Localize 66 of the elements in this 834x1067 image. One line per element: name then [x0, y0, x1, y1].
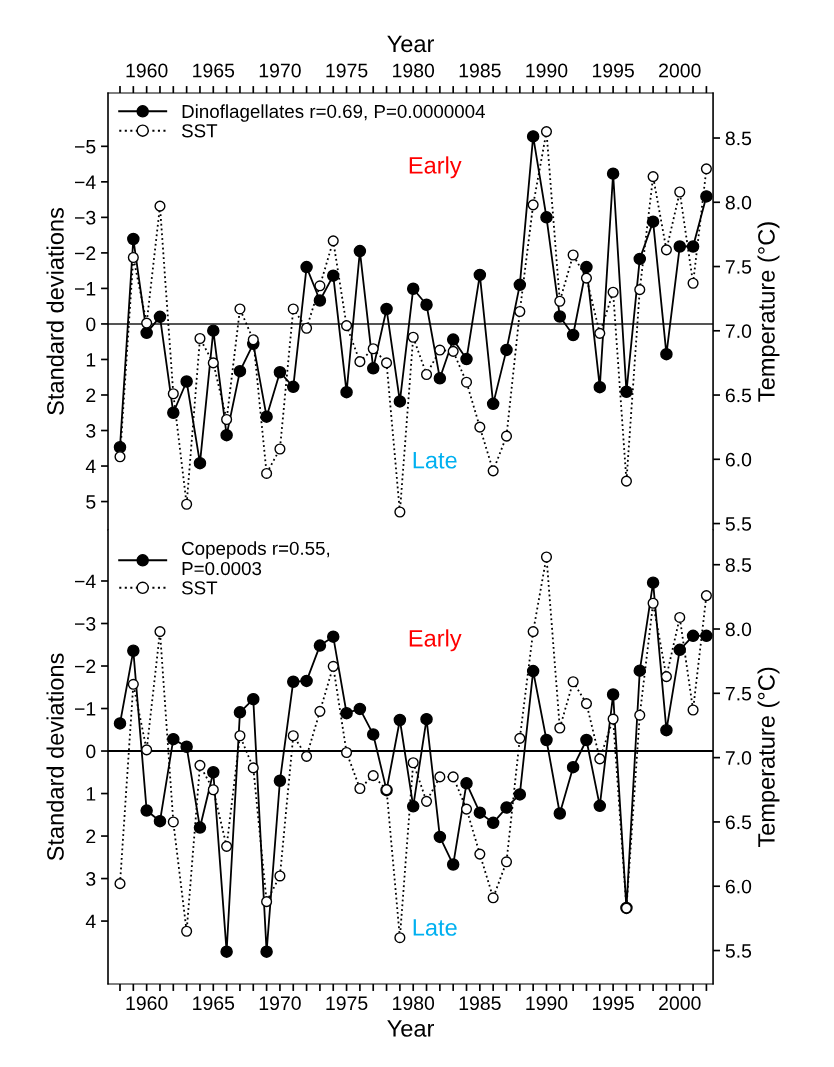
y-tick-label: 4 [85, 914, 96, 929]
x-tick-label: 1990 [526, 63, 568, 78]
annotation: Late [413, 452, 457, 469]
y-tick-label: 0 [86, 317, 96, 332]
y2-tick-label: 7.0 [725, 324, 752, 339]
y-axis-title: Standard deviations [46, 208, 64, 415]
x-tick-label: 2000 [659, 63, 701, 78]
y-tick-label: −4 [74, 175, 96, 189]
y2-axis-title: Temperature (°C) [757, 222, 780, 402]
y2-tick-label: 7.5 [725, 686, 752, 701]
y2-tick-label: 6.0 [725, 879, 752, 894]
y-tick-label: −2 [74, 659, 96, 674]
y2-tick-label: 6.5 [725, 815, 752, 830]
y-tick-label: 1 [86, 353, 96, 367]
y-tick-label: −3 [74, 210, 96, 225]
y2-tick-label: 8.5 [725, 558, 752, 572]
x-tick-label: 1960 [126, 996, 168, 1011]
legend-label: SST [181, 124, 218, 138]
y-tick-label: −3 [74, 616, 96, 631]
x-tick-label: 1985 [459, 63, 501, 78]
x-tick-label: 1975 [326, 63, 368, 78]
y2-tick-label: 6.5 [725, 388, 752, 403]
x-tick-label: 1960 [126, 63, 168, 78]
y-tick-label: 3 [86, 423, 96, 438]
y2-tick-label: 6.0 [725, 452, 752, 467]
annotation: Late [413, 919, 457, 936]
x-tick-label: 1970 [259, 63, 301, 78]
legend-label: SST [181, 581, 218, 595]
y-axis-title: Standard deviations [46, 653, 64, 861]
y2-tick-label: 5.5 [725, 517, 752, 531]
x-tick-label: 2000 [659, 996, 701, 1011]
y2-tick-label: 5.5 [725, 944, 752, 958]
y-tick-label: 3 [86, 872, 96, 886]
annotation: Early [409, 629, 462, 652]
y2-tick-label: 8.5 [725, 131, 752, 146]
x-tick-label: 1975 [326, 996, 368, 1011]
y2-tick-label: 8.0 [725, 195, 752, 210]
y-tick-label: 2 [86, 388, 96, 403]
y-tick-label: 5 [86, 495, 96, 509]
y2-tick-label: 7.5 [725, 260, 752, 274]
x-tick-label: 1995 [592, 63, 634, 78]
x-tick-label: 1965 [193, 996, 235, 1011]
y-tick-label: 1 [86, 787, 96, 801]
y-tick-label: 4 [85, 459, 96, 474]
annotation: Early [409, 156, 462, 179]
x-axis-title: Year [387, 1020, 435, 1037]
legend-label: Copepods r=0.55, P=0.0003 [182, 541, 330, 576]
x-axis-title: Year [387, 35, 435, 53]
x-tick-label: 1995 [592, 996, 634, 1011]
legend-label: Dinoflagellates r=0.69, P=0.0000004 [182, 104, 485, 122]
x-tick-label: 1990 [526, 996, 568, 1011]
x-tick-label: 1970 [259, 996, 301, 1011]
x-tick-label: 1980 [393, 996, 435, 1011]
y-tick-label: −4 [74, 574, 96, 589]
x-tick-label: 1985 [459, 996, 501, 1011]
x-tick-label: 1980 [393, 63, 435, 78]
x-tick-label: 1965 [193, 63, 235, 78]
y-tick-label: −1 [74, 282, 96, 296]
y-tick-label: 0 [86, 744, 96, 759]
y-tick-label: 2 [86, 829, 96, 844]
y2-tick-label: 7.0 [725, 751, 752, 765]
y2-axis-title: Temperature (°C) [757, 667, 780, 848]
y-tick-label: −2 [74, 246, 96, 260]
y-tick-label: −1 [74, 702, 96, 716]
y2-tick-label: 8.0 [725, 622, 752, 637]
y-tick-label: −5 [74, 140, 96, 154]
